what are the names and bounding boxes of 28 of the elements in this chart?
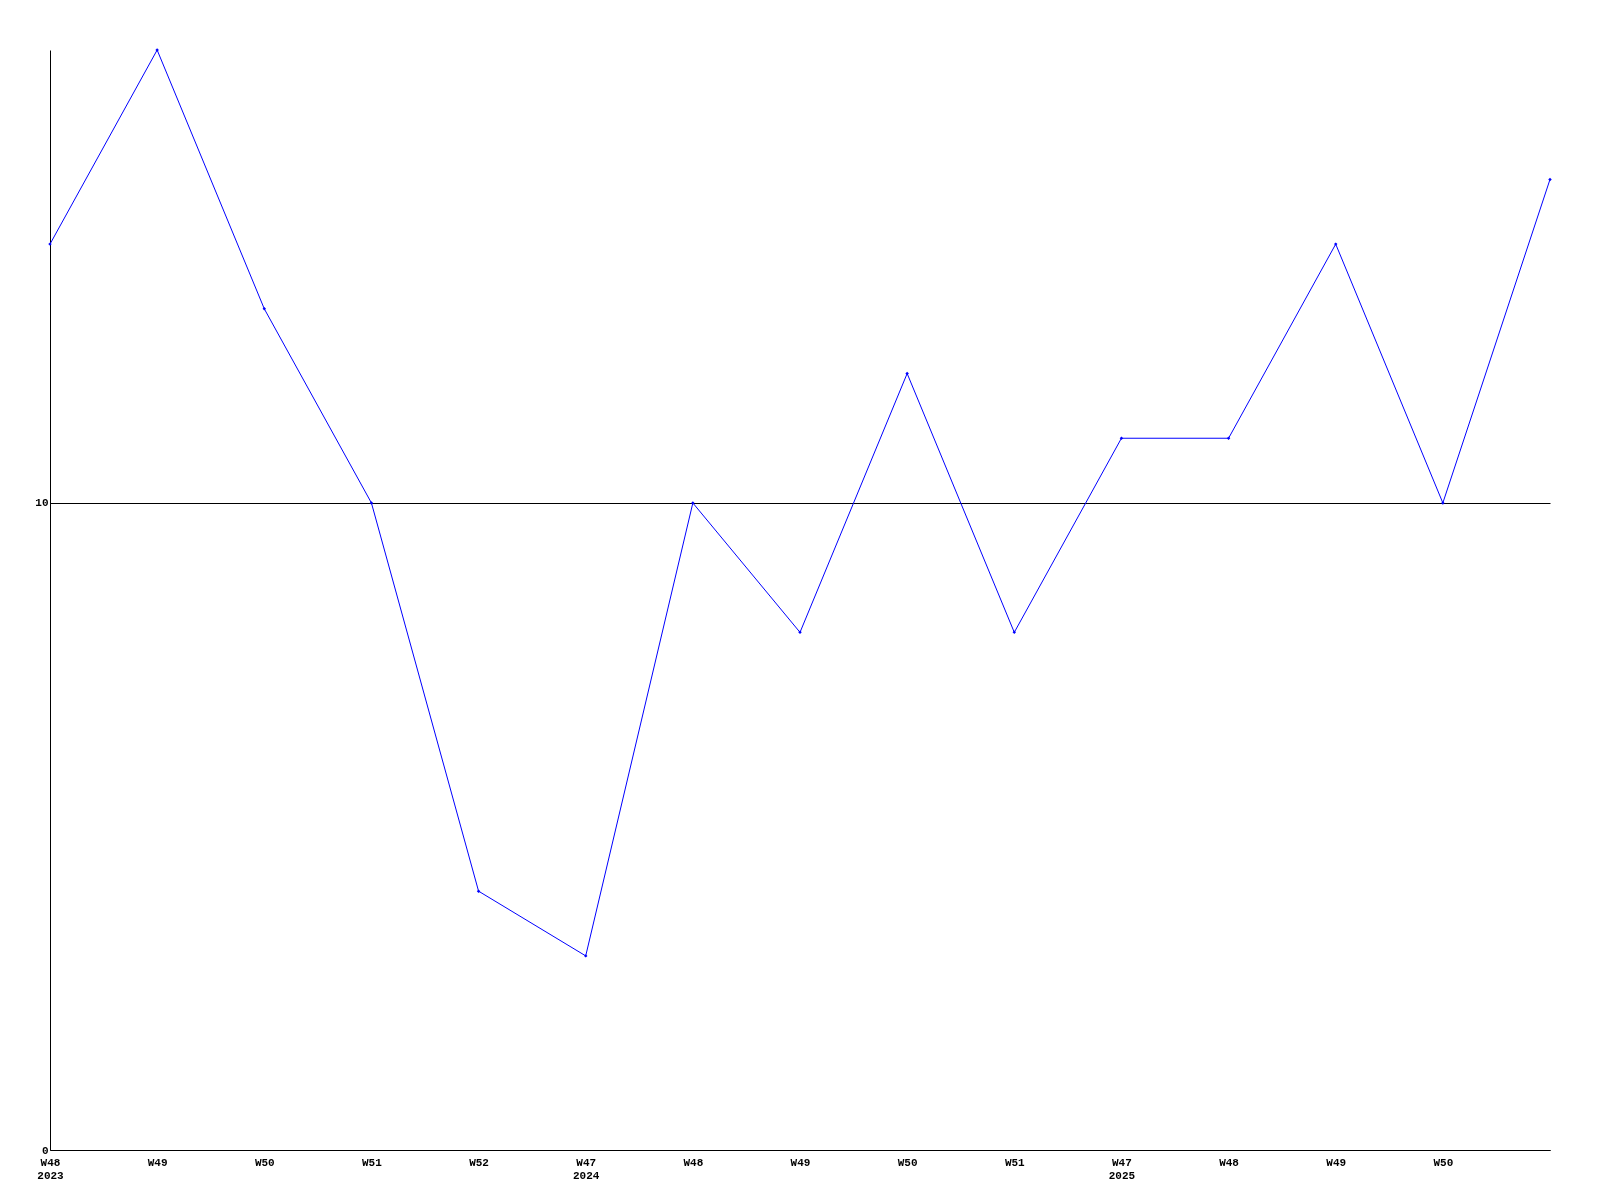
x-tick-label: W52 bbox=[469, 1156, 489, 1169]
point bbox=[905, 371, 909, 376]
point bbox=[798, 630, 802, 635]
point bbox=[1333, 242, 1338, 246]
point bbox=[1226, 436, 1231, 440]
point bbox=[1119, 436, 1124, 440]
x-tick-label: W49 bbox=[1326, 1156, 1347, 1169]
x-tick-label: W49 bbox=[790, 1156, 811, 1169]
x-tick-label: W47 2025 bbox=[1108, 1156, 1136, 1182]
point bbox=[583, 954, 588, 958]
x-tick-label: W50 bbox=[254, 1156, 275, 1169]
x-tick-label: W48 2023 bbox=[37, 1156, 65, 1182]
y-tick-label: 10 bbox=[35, 497, 49, 510]
line-series bbox=[48, 48, 1552, 958]
point bbox=[262, 307, 267, 311]
y-tick-label: 0 bbox=[41, 1144, 49, 1157]
point bbox=[369, 501, 374, 505]
point bbox=[476, 889, 481, 893]
x-tick-label: W48 bbox=[1219, 1156, 1240, 1169]
x-tick-label: W48 bbox=[683, 1156, 704, 1169]
x-tick-label: W50 bbox=[1433, 1156, 1454, 1169]
point bbox=[1012, 630, 1017, 635]
x-tick-label: W50 bbox=[897, 1156, 918, 1169]
x-tick-label: W47 2024 bbox=[573, 1156, 600, 1182]
x-tick-label: W49 bbox=[147, 1156, 168, 1169]
x-tick-label: W51 bbox=[1004, 1156, 1026, 1169]
point bbox=[1548, 177, 1552, 182]
x-tick-label: W51 bbox=[362, 1156, 383, 1169]
